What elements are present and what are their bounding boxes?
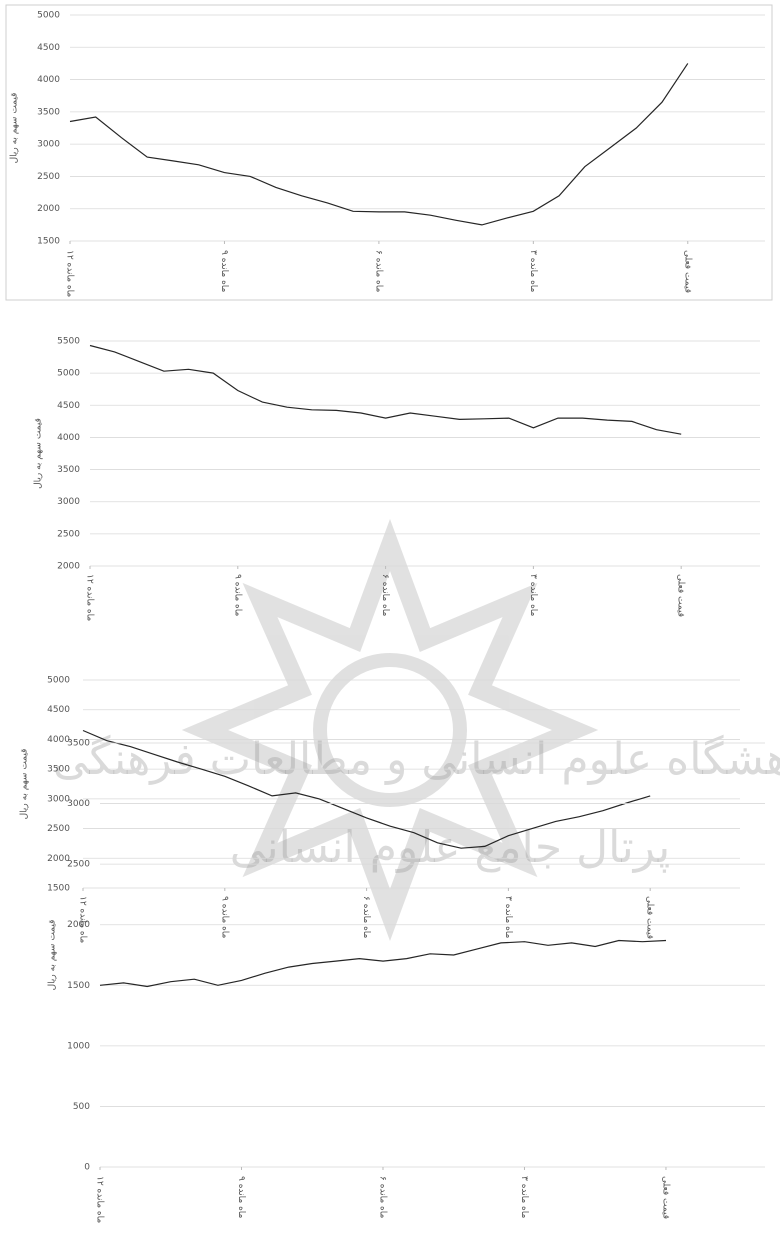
y-tick-label: 2500	[37, 172, 60, 182]
y-tick-label: 1500	[67, 981, 90, 991]
y-tick-label: 3500	[57, 465, 80, 475]
x-tick-label: ۱۲ ماه مانده	[95, 1176, 105, 1223]
y-tick-label: 3000	[57, 497, 80, 507]
chart-frame	[6, 5, 772, 300]
x-tick-label: ۱۲ ماه مانده	[65, 250, 75, 297]
y-tick-label: 1000	[67, 1041, 90, 1051]
page: پژوهشگاه علوم انسانی و مطالعات فرهنگی پر…	[0, 0, 780, 1257]
x-tick-label: ۹ ماه مانده	[232, 574, 242, 617]
y-tick-label: 5000	[57, 369, 80, 379]
x-tick-label: ۳ ماه مانده	[503, 896, 513, 939]
y-axis-title: قیمت سهم به ریال	[20, 749, 30, 820]
x-tick-label: ۳ ماه مانده	[519, 1176, 529, 1219]
x-tick-label: ۶ ماه مانده	[361, 896, 371, 939]
y-tick-label: 4000	[37, 75, 60, 85]
y-tick-label: 5000	[47, 676, 70, 686]
x-tick-label: قیمت فعلی	[676, 574, 686, 617]
x-tick-label: قیمت فعلی	[682, 250, 692, 293]
x-tick-label: ۳ ماه مانده	[528, 250, 538, 293]
y-tick-label: 1500	[47, 884, 70, 894]
y-tick-label: 4000	[57, 433, 80, 443]
x-tick-label: قیمت فعلی	[660, 1176, 670, 1219]
x-tick-label: ۹ ماه مانده	[219, 250, 229, 293]
y-tick-label: 2500	[57, 529, 80, 539]
y-tick-label: 3500	[37, 107, 60, 117]
x-tick-label: ۳ ماه مانده	[528, 574, 538, 617]
y-tick-label: 500	[73, 1102, 90, 1112]
y-tick-label: 4500	[47, 705, 70, 715]
y-tick-label: 1500	[37, 237, 60, 247]
y-axis-title: قیمت سهم به ریال	[48, 920, 58, 991]
x-tick-label: قیمت فعلی	[645, 896, 655, 939]
y-tick-label: 3500	[47, 765, 70, 775]
y-tick-label: 2500	[47, 824, 70, 834]
x-tick-label: ۶ ماه مانده	[377, 1176, 387, 1219]
y-tick-label: 2000	[57, 562, 80, 572]
y-axis-title: قیمت سهم به ریال	[10, 93, 20, 164]
y-tick-label: 0	[84, 1163, 90, 1173]
price-line	[90, 346, 681, 435]
y-tick-label: 2500	[67, 860, 90, 870]
x-tick-label: ۹ ماه مانده	[219, 896, 229, 939]
x-tick-label: ۶ ماه مانده	[373, 250, 383, 293]
watermark-text: پژوهشگاه علوم انسانی و مطالعات فرهنگی	[53, 734, 780, 785]
y-tick-label: 4500	[37, 43, 60, 53]
y-tick-label: 3500	[67, 739, 90, 749]
y-tick-label: 4500	[57, 401, 80, 411]
y-tick-label: 3000	[37, 140, 60, 150]
watermark-text: پرتال جامع علوم انسانی	[230, 822, 671, 873]
x-tick-label: ۹ ماه مانده	[236, 1176, 246, 1219]
x-tick-label: ۶ ماه مانده	[380, 574, 390, 617]
y-tick-label: 5500	[57, 337, 80, 347]
price-line	[100, 941, 666, 987]
y-axis-title: قیمت سهم به ریال	[34, 418, 44, 489]
figure: پژوهشگاه علوم انسانی و مطالعات فرهنگی پر…	[0, 0, 780, 1257]
y-tick-label: 2000	[67, 920, 90, 930]
y-tick-label: 2000	[37, 204, 60, 214]
x-tick-label: ۱۲ ماه مانده	[85, 574, 95, 621]
y-tick-label: 5000	[37, 11, 60, 21]
y-tick-label: 3000	[67, 799, 90, 809]
